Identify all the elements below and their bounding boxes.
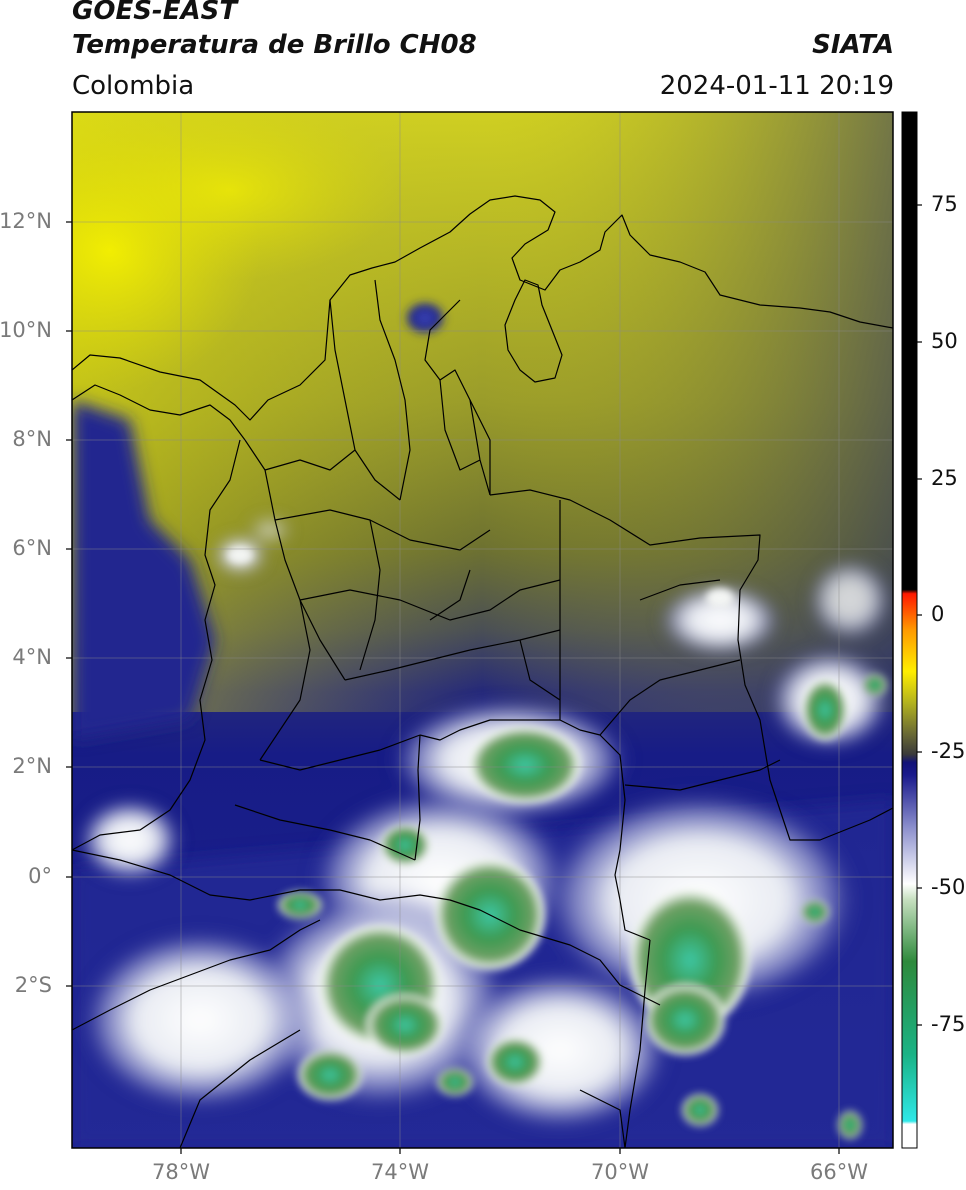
lat-label: 0° bbox=[28, 864, 52, 888]
lat-label: 6°N bbox=[12, 536, 52, 560]
colorbar-tick-label: 50 bbox=[931, 329, 958, 353]
colorbar-tick-label: 0 bbox=[931, 602, 945, 626]
lat-label: 2°N bbox=[12, 754, 52, 778]
colorbar-tick-label: -75 bbox=[931, 1012, 966, 1036]
lat-label: 10°N bbox=[0, 318, 52, 342]
colorbar-tick-label: 25 bbox=[931, 466, 958, 490]
timestamp: 2024-01-11 20:19 bbox=[659, 71, 894, 101]
colorbar-tick-label: 75 bbox=[931, 192, 958, 216]
colorbar-tick-label: -25 bbox=[931, 739, 966, 763]
lon-label: 66°W bbox=[810, 1160, 868, 1184]
colorbar bbox=[901, 111, 922, 1149]
lat-label: 8°N bbox=[12, 427, 52, 451]
lat-label: 2°S bbox=[14, 973, 52, 997]
lon-label: 74°W bbox=[371, 1160, 429, 1184]
lon-label: 70°W bbox=[591, 1160, 649, 1184]
lat-label: 12°N bbox=[0, 209, 52, 233]
satellite-title: GOES-EAST bbox=[72, 0, 238, 26]
colorbar-tick-label: -50 bbox=[931, 875, 966, 899]
region-label: Colombia bbox=[72, 71, 195, 101]
brand-label: SIATA bbox=[812, 30, 894, 60]
product-title: Temperatura de Brillo CH08 bbox=[72, 30, 477, 60]
lon-label: 78°W bbox=[152, 1160, 210, 1184]
lat-label: 4°N bbox=[12, 645, 52, 669]
